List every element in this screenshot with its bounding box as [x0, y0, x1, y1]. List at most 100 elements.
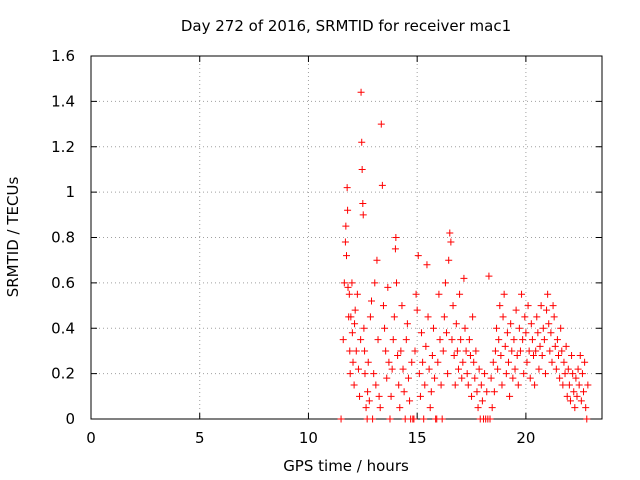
data-point — [411, 347, 419, 355]
data-point — [553, 336, 561, 344]
data-point — [368, 297, 376, 305]
data-point — [427, 388, 435, 396]
data-point — [431, 374, 439, 382]
data-point — [414, 252, 422, 260]
data-point — [538, 351, 546, 359]
data-point — [477, 381, 485, 389]
data-point — [392, 234, 400, 241]
data-point — [339, 336, 347, 344]
data-point — [436, 336, 444, 344]
data-point — [389, 336, 397, 344]
data-point — [447, 238, 455, 246]
data-point — [416, 392, 424, 400]
y-tick-label: 1.2 — [51, 138, 75, 156]
data-point — [509, 374, 517, 382]
data-point — [497, 351, 505, 359]
data-point — [446, 229, 454, 237]
data-point — [552, 365, 560, 373]
data-point — [348, 329, 356, 337]
data-point — [541, 370, 549, 378]
data-point — [571, 404, 579, 412]
data-point — [374, 336, 382, 344]
data-point — [344, 206, 352, 214]
data-point — [569, 370, 577, 378]
data-point — [498, 381, 506, 389]
data-point — [386, 415, 394, 423]
data-point — [423, 261, 431, 269]
data-point — [563, 392, 571, 400]
data-point — [573, 392, 581, 400]
data-point — [539, 324, 547, 332]
data-point — [402, 336, 410, 344]
data-point — [468, 392, 476, 400]
data-point — [510, 336, 518, 344]
data-point — [537, 302, 545, 310]
x-tick-label: 15 — [408, 429, 427, 447]
data-point — [566, 397, 574, 405]
data-point — [366, 313, 374, 321]
data-point — [568, 351, 576, 359]
grid-lines — [91, 56, 602, 419]
data-point — [461, 324, 469, 332]
data-point — [543, 306, 551, 314]
data-point — [344, 283, 352, 291]
data-point — [548, 358, 556, 366]
data-point — [418, 329, 426, 337]
data-point — [557, 324, 565, 332]
y-tick-label: 0 — [65, 410, 75, 428]
data-point — [369, 415, 377, 423]
data-point — [393, 279, 401, 287]
data-point — [342, 222, 350, 230]
data-point — [345, 290, 353, 298]
data-point — [462, 347, 470, 355]
data-point — [361, 347, 369, 355]
data-point — [532, 347, 540, 355]
data-point — [524, 302, 532, 310]
data-point — [473, 388, 481, 396]
data-point — [494, 365, 502, 373]
data-point — [429, 324, 437, 332]
data-point — [379, 302, 387, 310]
data-point — [351, 320, 359, 328]
data-point — [489, 358, 497, 366]
data-point — [361, 370, 369, 378]
chart-title: Day 272 of 2016, SRMTID for receiver mac… — [181, 17, 511, 35]
data-point — [547, 329, 555, 337]
data-point — [504, 358, 512, 366]
data-point — [443, 329, 451, 337]
data-point — [438, 415, 446, 423]
data-point — [577, 397, 585, 405]
data-point — [531, 381, 539, 389]
x-tick-label: 10 — [299, 429, 318, 447]
data-point — [581, 358, 589, 366]
data-point — [458, 374, 466, 382]
data-point — [483, 388, 491, 396]
data-point — [388, 365, 396, 373]
data-point — [533, 313, 541, 321]
data-point — [481, 370, 489, 378]
y-tick-label: 0.8 — [51, 229, 75, 247]
data-point — [562, 342, 570, 350]
data-point — [371, 279, 379, 287]
data-point — [508, 347, 516, 355]
data-point — [528, 336, 536, 344]
data-point — [523, 358, 531, 366]
data-point — [465, 336, 473, 344]
data-point — [390, 313, 398, 321]
y-axis-label: SRMTID / TECUs — [4, 177, 22, 298]
data-point — [456, 290, 464, 298]
data-point — [362, 404, 370, 412]
data-point — [373, 256, 381, 264]
data-point — [526, 374, 534, 382]
data-points — [337, 88, 592, 423]
data-point — [406, 397, 414, 405]
data-point — [410, 415, 418, 423]
data-point — [408, 358, 416, 366]
data-point — [485, 272, 493, 280]
data-point — [558, 347, 566, 355]
data-point — [449, 302, 457, 310]
data-point — [499, 313, 507, 321]
data-point — [422, 342, 430, 350]
data-point — [565, 381, 573, 389]
